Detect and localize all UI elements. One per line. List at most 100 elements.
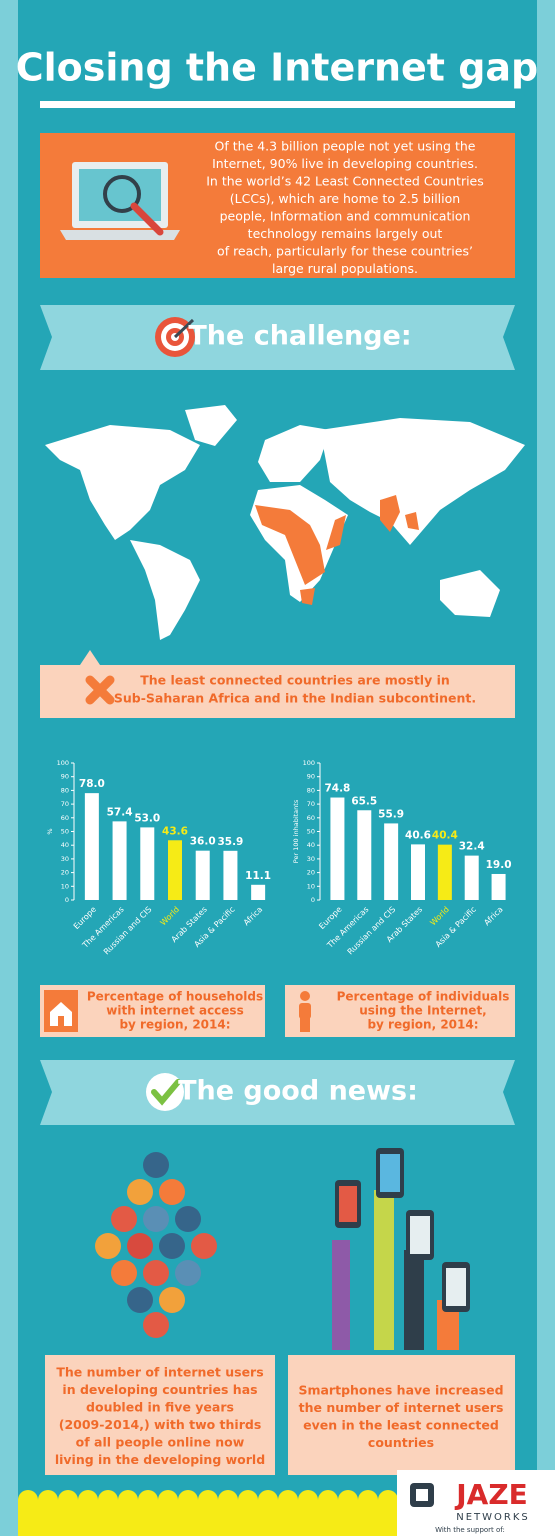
bar bbox=[330, 797, 345, 900]
y-tick-label: 50 bbox=[61, 828, 69, 836]
intro-line: (LCCs), which are home to 2.5 billion bbox=[230, 191, 460, 206]
value-label: 11.1 bbox=[245, 870, 271, 882]
bar bbox=[84, 793, 99, 900]
value-label: 43.6 bbox=[162, 825, 188, 837]
value-label: 35.9 bbox=[217, 836, 243, 848]
chart-caption: with internet access bbox=[106, 1004, 243, 1018]
intro-line: people, Information and communication bbox=[220, 209, 471, 224]
bar bbox=[384, 823, 399, 900]
caption-box bbox=[288, 1355, 515, 1475]
y-tick-label: 30 bbox=[61, 855, 69, 863]
y-tick-label: 10 bbox=[61, 882, 69, 890]
y-tick-label: 0 bbox=[311, 896, 315, 904]
caption-box bbox=[285, 985, 515, 1037]
phones-illustration bbox=[332, 1148, 470, 1350]
chart-caption: Percentage of individuals bbox=[337, 990, 510, 1004]
intro-line: technology remains largely out bbox=[248, 226, 443, 241]
value-label: 78.0 bbox=[79, 778, 105, 790]
caption-box bbox=[40, 650, 515, 718]
y-tick-label: 50 bbox=[307, 828, 315, 836]
caption-box bbox=[45, 1355, 275, 1475]
banner bbox=[40, 305, 515, 370]
intro-text: Of the 4.3 billion people not yet using … bbox=[206, 139, 484, 277]
y-tick-label: 70 bbox=[307, 800, 315, 808]
world-map bbox=[45, 405, 525, 640]
title-rule bbox=[40, 101, 515, 108]
caption-line: Sub-Saharan Africa and in the Indian sub… bbox=[114, 691, 476, 706]
y-tick-label: 20 bbox=[61, 869, 69, 877]
caption-line: even in the least connected bbox=[303, 1418, 499, 1433]
value-label: 19.0 bbox=[486, 859, 512, 871]
caption-line: Smartphones have increased bbox=[298, 1383, 503, 1398]
value-label: 32.4 bbox=[459, 841, 485, 853]
value-label: 57.4 bbox=[107, 806, 133, 818]
bar bbox=[168, 840, 182, 900]
value-label: 65.5 bbox=[351, 795, 377, 807]
title: Closing the Internet gap bbox=[16, 46, 539, 90]
y-tick-label: 40 bbox=[61, 841, 69, 849]
y-tick-label: 60 bbox=[307, 814, 315, 822]
y-tick-label: 80 bbox=[61, 786, 69, 794]
person-icon bbox=[299, 991, 311, 1032]
y-tick-label: 60 bbox=[61, 814, 69, 822]
y-tick-label: 90 bbox=[307, 773, 315, 781]
value-label: 55.9 bbox=[378, 808, 404, 820]
intro-line: In the world’s 42 Least Connected Countr… bbox=[206, 174, 484, 189]
section-title: The good news: bbox=[178, 1076, 418, 1107]
intro-line: Of the 4.3 billion people not yet using … bbox=[215, 139, 476, 154]
caption-line: living in the developing world bbox=[55, 1452, 265, 1467]
y-tick-label: 0 bbox=[65, 896, 69, 904]
bar bbox=[140, 827, 155, 900]
caption-line: in developing countries has bbox=[62, 1382, 257, 1397]
caption-line: the number of internet users bbox=[299, 1400, 504, 1415]
value-label: 53.0 bbox=[134, 812, 160, 824]
caption-line: of all people online now bbox=[76, 1435, 245, 1450]
caption-line: doubled in five years bbox=[86, 1400, 234, 1415]
logo-sub: NETWORKS bbox=[456, 1512, 530, 1523]
caption-line: The number of internet users bbox=[56, 1365, 263, 1380]
map-caption: The least connected countries are mostly… bbox=[114, 673, 476, 706]
bar bbox=[437, 844, 452, 900]
banner bbox=[40, 1060, 515, 1125]
chart-caption: by region, 2014: bbox=[119, 1018, 230, 1032]
logo-name: JAZE bbox=[454, 1478, 528, 1511]
caption-line: The least connected countries are mostly… bbox=[140, 673, 450, 688]
value-label: 40.6 bbox=[405, 829, 431, 841]
chart-caption: by region, 2014: bbox=[367, 1018, 478, 1032]
y-axis-label: Per 100 inhabitants bbox=[292, 799, 300, 863]
faces-illustration bbox=[95, 1152, 217, 1338]
house-icon bbox=[44, 990, 78, 1032]
section-title: The challenge: bbox=[188, 321, 411, 352]
value-label: 36.0 bbox=[190, 836, 216, 848]
y-tick-label: 100 bbox=[303, 759, 315, 767]
y-tick-label: 80 bbox=[307, 786, 315, 794]
bar bbox=[464, 855, 479, 900]
logo-icon bbox=[416, 1489, 428, 1501]
bar bbox=[223, 850, 238, 900]
value-label: 74.8 bbox=[324, 783, 350, 795]
caption-line: countries bbox=[368, 1435, 434, 1450]
intro-line: of reach, particularly for these countri… bbox=[217, 244, 473, 259]
chart-caption: Percentage of households bbox=[87, 990, 263, 1004]
x-icon bbox=[85, 675, 115, 705]
logo-support: With the support of: bbox=[435, 1526, 505, 1534]
bar bbox=[251, 884, 266, 900]
y-tick-label: 20 bbox=[307, 869, 315, 877]
y-tick-label: 30 bbox=[307, 855, 315, 863]
bar bbox=[112, 821, 127, 900]
y-axis-label: % bbox=[46, 828, 54, 834]
y-tick-label: 40 bbox=[307, 841, 315, 849]
bar bbox=[195, 850, 210, 900]
y-tick-label: 90 bbox=[61, 773, 69, 781]
laptop-icon bbox=[60, 162, 180, 240]
y-tick-label: 100 bbox=[57, 759, 69, 767]
y-tick-label: 70 bbox=[61, 800, 69, 808]
value-label: 40.4 bbox=[432, 830, 458, 842]
intro-line: Internet, 90% live in developing countri… bbox=[212, 156, 478, 171]
chart-caption: using the Internet, bbox=[359, 1004, 486, 1018]
bar bbox=[411, 844, 425, 900]
y-tick-label: 10 bbox=[307, 882, 315, 890]
bar bbox=[357, 810, 372, 900]
bar bbox=[491, 873, 506, 900]
